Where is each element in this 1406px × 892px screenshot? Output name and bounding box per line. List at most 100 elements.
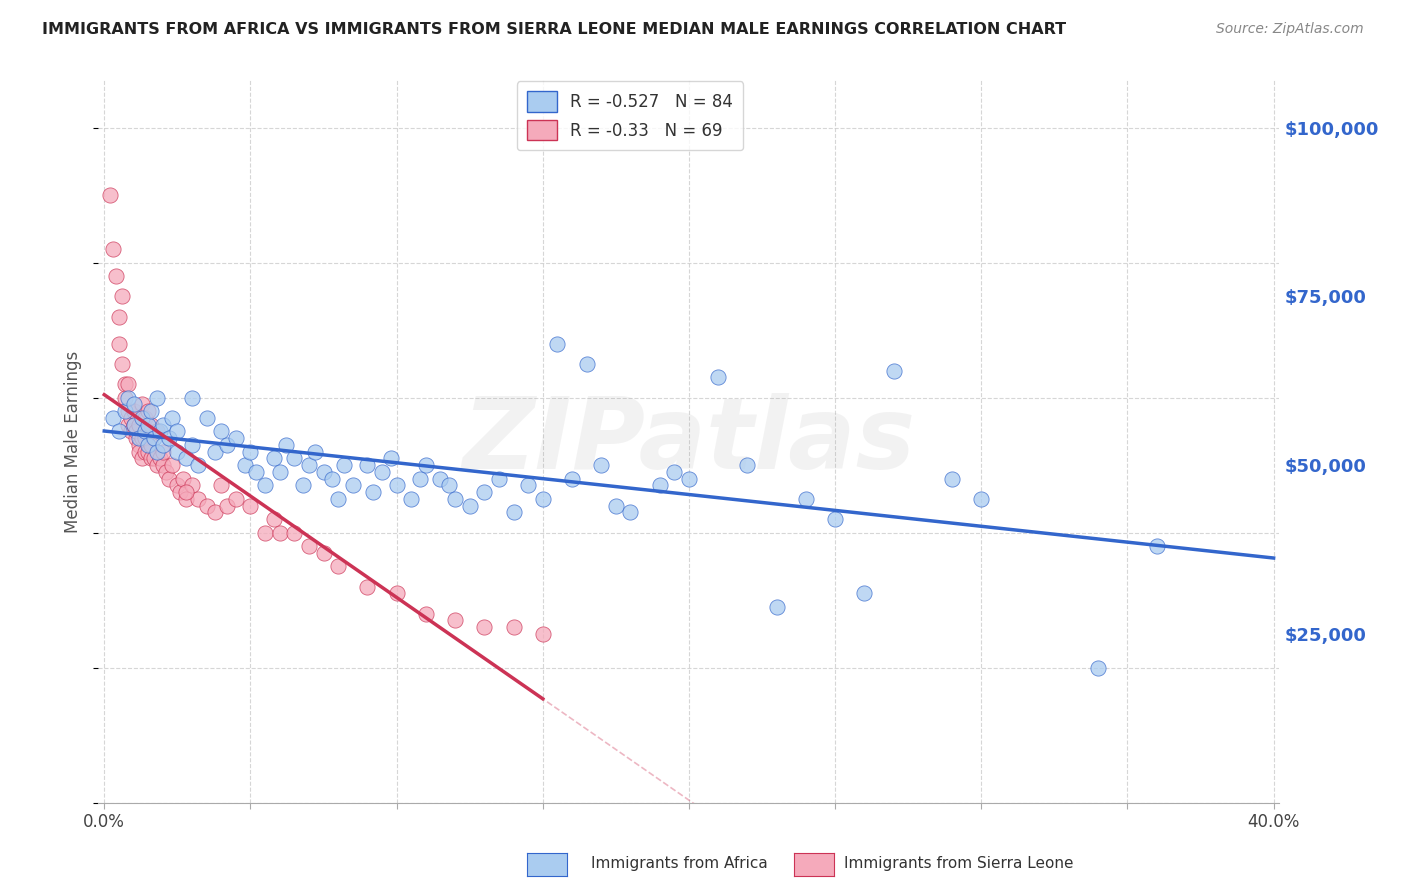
Point (134, 425, 156, 439)
Point (160, 458, 183, 472)
Text: Immigrants from Sierra Leone: Immigrants from Sierra Leone (844, 856, 1073, 871)
Point (678, 472, 700, 486)
Point (155, 465, 177, 479)
Point (122, 397, 145, 411)
Point (531, 627, 554, 641)
Point (187, 491, 209, 506)
Point (108, 336, 131, 351)
Point (304, 444, 326, 458)
Text: Source: ZipAtlas.com: Source: ZipAtlas.com (1216, 22, 1364, 37)
Point (143, 451, 166, 466)
Point (371, 465, 394, 479)
Point (605, 499, 627, 513)
Point (648, 478, 671, 492)
Point (111, 357, 134, 371)
Point (128, 431, 150, 445)
Point (409, 472, 432, 486)
Point (517, 478, 540, 492)
Point (117, 417, 139, 432)
Point (561, 472, 583, 486)
Point (125, 425, 148, 439)
Point (136, 438, 159, 452)
Point (152, 417, 174, 432)
Point (181, 391, 204, 405)
Point (195, 499, 218, 513)
Point (136, 444, 159, 458)
Point (101, 411, 124, 425)
Point (136, 404, 159, 418)
Point (546, 336, 568, 351)
Point (472, 485, 495, 500)
Point (122, 417, 145, 432)
Point (166, 478, 188, 492)
Point (941, 472, 963, 486)
Point (225, 431, 247, 445)
Point (298, 539, 321, 553)
Point (209, 478, 232, 492)
Point (131, 397, 153, 411)
Point (149, 451, 172, 466)
Point (122, 404, 145, 418)
Point (274, 438, 297, 452)
Point (326, 491, 349, 506)
Point (152, 444, 174, 458)
Point (146, 458, 169, 472)
Point (215, 438, 238, 452)
Point (181, 478, 204, 492)
Text: ZIPatlas: ZIPatlas (463, 393, 915, 490)
Point (209, 425, 232, 439)
Point (146, 391, 169, 405)
Point (263, 451, 285, 466)
Point (283, 525, 305, 540)
Point (108, 425, 131, 439)
Point (139, 451, 162, 466)
Point (146, 444, 169, 458)
Point (114, 391, 136, 405)
Point (765, 599, 787, 614)
Point (108, 310, 131, 324)
Point (98, 188, 121, 202)
Point (204, 444, 226, 458)
Point (444, 614, 467, 628)
Point (472, 620, 495, 634)
Point (172, 472, 194, 486)
Point (104, 269, 127, 284)
Point (117, 404, 139, 418)
Point (312, 465, 335, 479)
Point (385, 586, 408, 600)
Point (385, 478, 408, 492)
Point (131, 431, 153, 445)
Point (114, 377, 136, 392)
Point (333, 458, 356, 472)
Point (342, 478, 364, 492)
Point (254, 525, 277, 540)
Point (136, 417, 159, 432)
Point (111, 289, 134, 303)
Point (160, 411, 183, 425)
Point (139, 438, 162, 452)
Point (575, 357, 598, 371)
Point (117, 377, 139, 392)
Point (143, 431, 166, 445)
Point (444, 491, 467, 506)
Point (502, 620, 524, 634)
Point (380, 451, 402, 466)
Point (149, 425, 172, 439)
Point (321, 472, 343, 486)
Point (312, 546, 335, 560)
Point (239, 444, 262, 458)
Point (737, 458, 759, 472)
Y-axis label: Median Male Earnings: Median Male Earnings (65, 351, 83, 533)
Point (488, 472, 510, 486)
Point (591, 458, 613, 472)
Point (120, 425, 142, 439)
Point (531, 491, 554, 506)
Point (134, 444, 156, 458)
Point (152, 438, 174, 452)
Point (136, 425, 159, 439)
Point (298, 458, 321, 472)
Point (664, 465, 686, 479)
Point (174, 451, 197, 466)
Point (356, 458, 378, 472)
Point (146, 425, 169, 439)
